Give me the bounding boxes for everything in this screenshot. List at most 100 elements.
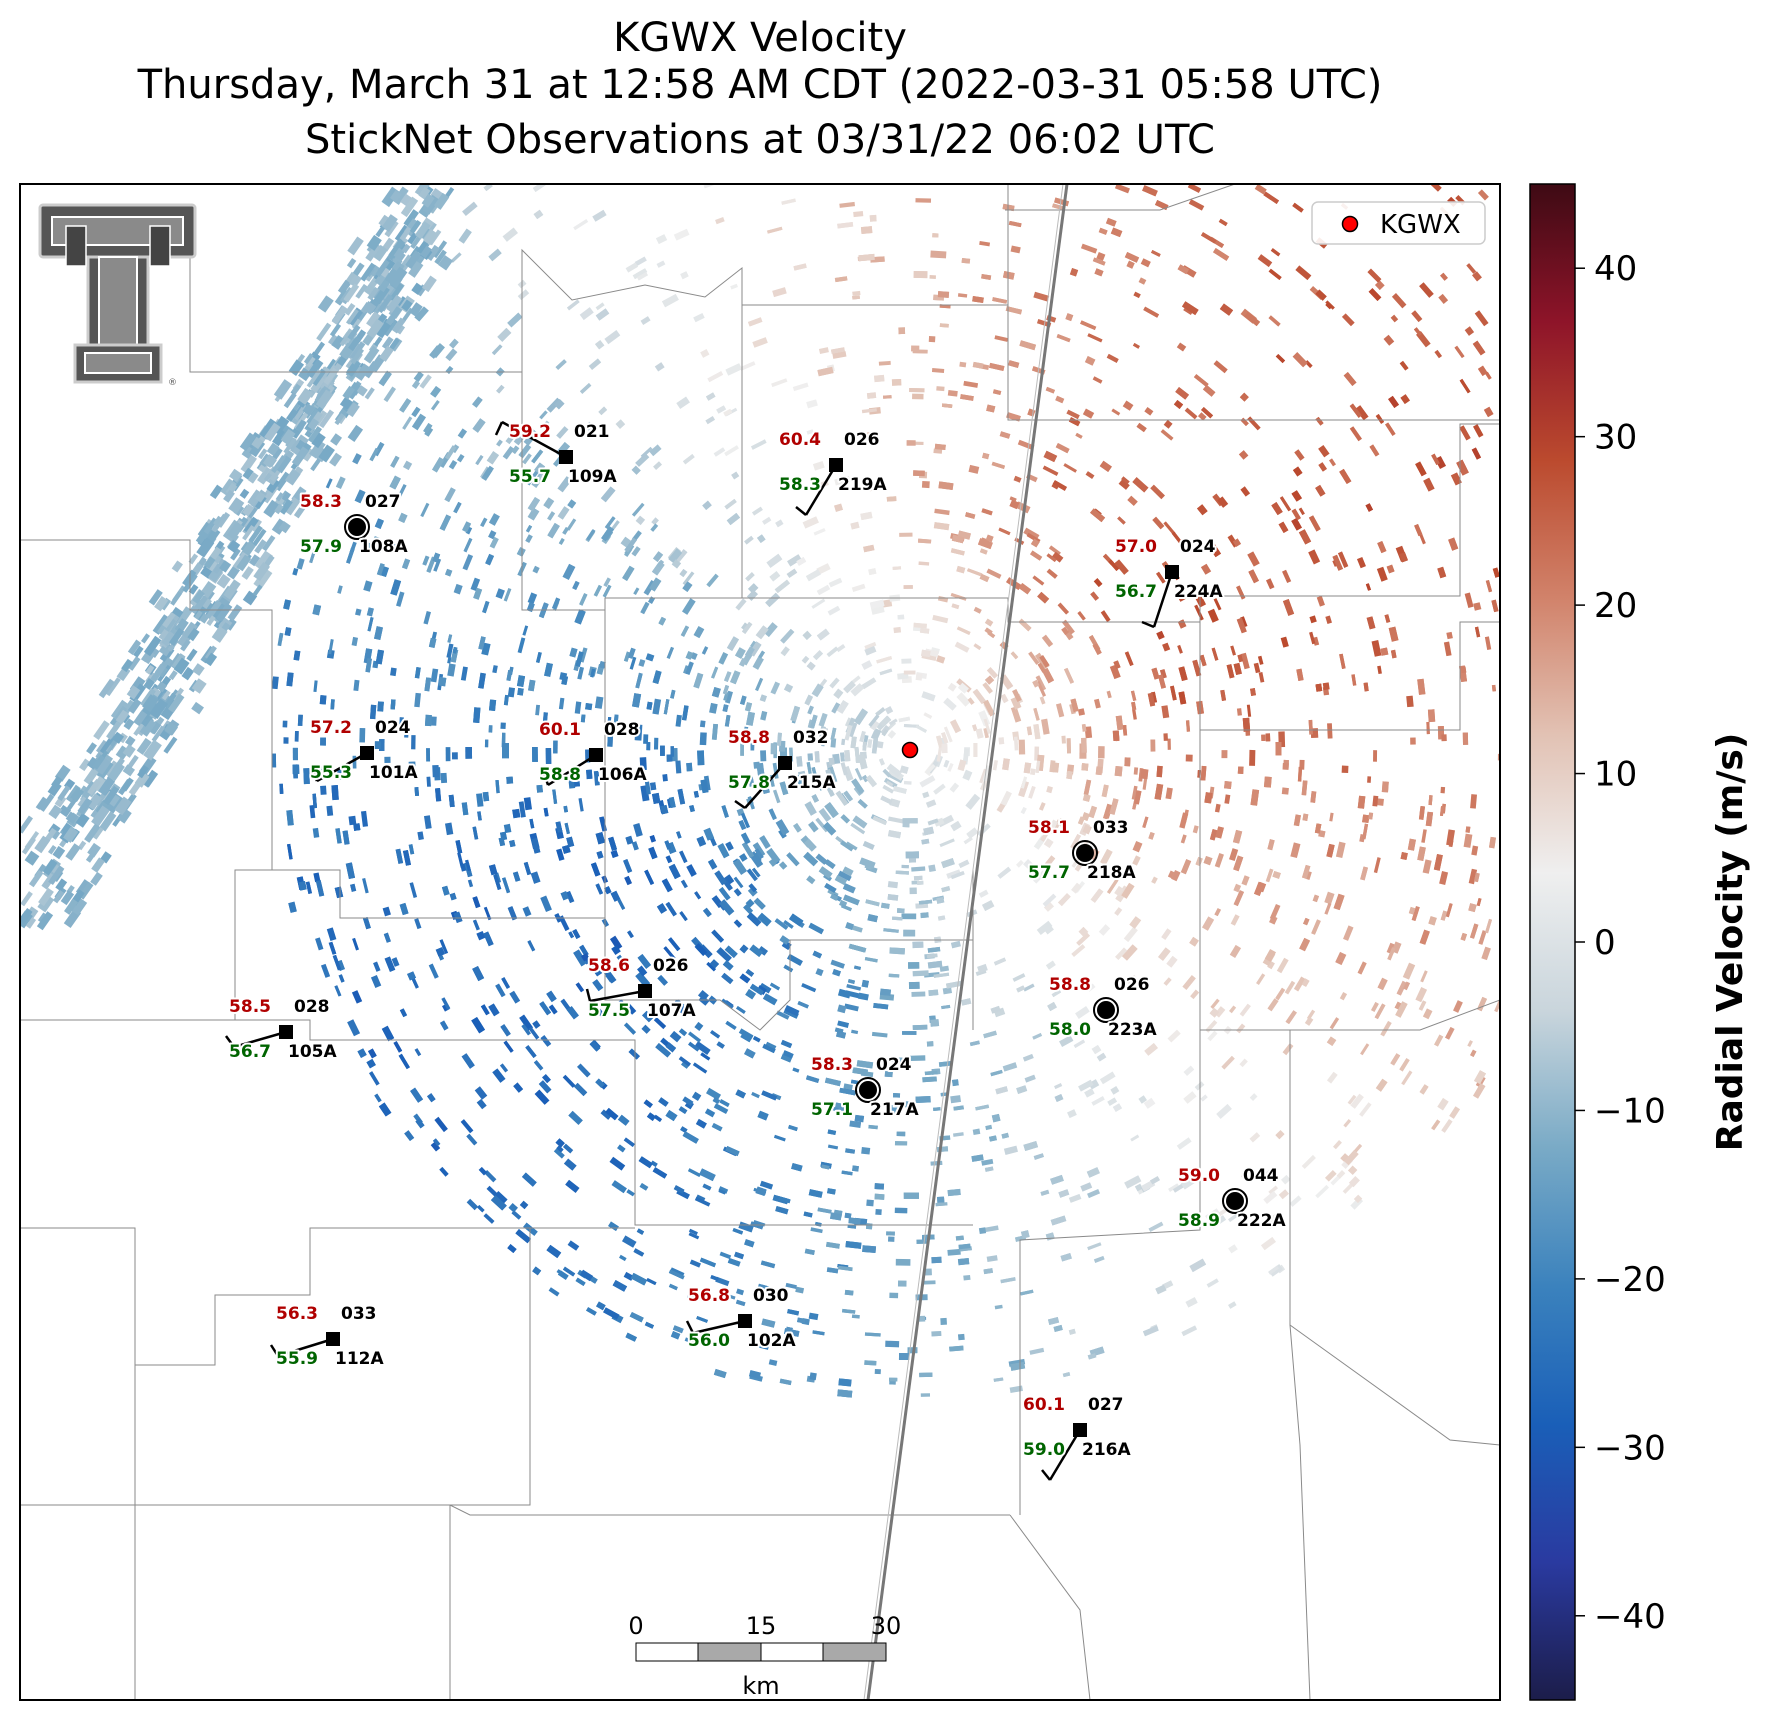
station-wind-speed: 028 — [604, 720, 640, 740]
station-marker-icon — [279, 1025, 293, 1039]
station-temperature: 59.2 — [509, 422, 551, 442]
scale-tick-2: 30 — [871, 1612, 902, 1640]
wind-barb-icon — [547, 753, 597, 787]
station-112A: 56.3 033 55.9 112A — [269, 1302, 386, 1371]
title-line-3: StickNet Observations at 03/31/22 06:02 … — [305, 117, 1215, 163]
station-marker-icon — [1073, 1423, 1087, 1437]
station-222A: 59.0 044 58.9 222A — [1176, 1164, 1288, 1233]
wind-barb-icon — [589, 989, 646, 1003]
map-frame — [19, 183, 1501, 1701]
station-id: 218A — [1087, 863, 1136, 883]
station-temperature: 60.1 — [539, 720, 581, 740]
station-dewpoint: 58.8 — [539, 765, 581, 785]
station-marker-icon — [738, 1314, 752, 1328]
station-id: 215A — [787, 773, 836, 793]
texas-tech-logo-icon: ® — [38, 203, 197, 388]
colorbar-tick-label: −20 — [1594, 1260, 1666, 1300]
station-marker-icon — [559, 450, 573, 464]
calm-wind-icon — [344, 514, 370, 540]
colorbar-tick-label: 10 — [1594, 755, 1637, 795]
station-id: 217A — [870, 1100, 919, 1120]
station-id: 109A — [568, 467, 617, 487]
station-marker-icon — [1226, 1192, 1244, 1210]
station-215A: 58.8 032 57.8 215A — [726, 726, 838, 810]
radar-site-marker — [898, 738, 922, 762]
station-109A: 59.2 021 55.7 109A — [494, 420, 619, 489]
calm-wind-icon — [1222, 1188, 1248, 1214]
colorbar-tick-label: 0 — [1594, 923, 1616, 963]
calm-wind-icon — [1093, 997, 1119, 1023]
calm-wind-icon — [1072, 840, 1098, 866]
station-marker-icon — [1097, 1001, 1115, 1019]
colorbar-tick-label: −40 — [1594, 1597, 1666, 1637]
station-dewpoint: 57.7 — [1028, 863, 1070, 883]
colorbar — [1529, 183, 1576, 1701]
station-dewpoint: 55.9 — [276, 1349, 318, 1369]
wind-barb-icon — [804, 464, 838, 516]
station-id: 223A — [1108, 1020, 1157, 1040]
station-wind-speed: 026 — [844, 430, 880, 450]
station-102A: 56.8 030 56.0 102A — [685, 1284, 798, 1353]
station-wind-speed: 024 — [375, 718, 411, 738]
station-wind-speed: 044 — [1243, 1166, 1279, 1186]
svg-text:®: ® — [168, 378, 177, 388]
station-wind-speed: 026 — [1114, 975, 1150, 995]
calm-wind-icon — [855, 1077, 881, 1103]
wind-barb-icon — [277, 1337, 334, 1358]
station-dewpoint: 59.0 — [1023, 1440, 1065, 1460]
radar-velocity-field — [20, 184, 1500, 1398]
station-wind-speed: 030 — [753, 1286, 789, 1306]
scale-bar: 0 15 30 km — [628, 1612, 901, 1700]
colorbar-tick-label: 40 — [1594, 249, 1637, 289]
station-temperature: 60.1 — [1023, 1395, 1065, 1415]
station-marker-icon — [589, 748, 603, 762]
station-temperature: 59.0 — [1178, 1166, 1220, 1186]
station-dewpoint: 58.3 — [779, 475, 821, 495]
title-line-1: KGWX Velocity — [613, 15, 907, 61]
station-id: 224A — [1174, 582, 1223, 602]
legend: KGWX — [1311, 201, 1486, 245]
station-wind-speed: 024 — [876, 1055, 912, 1075]
wind-barb-icon — [1048, 1429, 1082, 1481]
station-107A: 58.6 026 57.5 107A — [585, 954, 698, 1023]
wind-barb-icon — [744, 762, 786, 809]
state-boundary-line — [866, 184, 1069, 1700]
station-106A: 60.1 028 58.8 106A — [537, 718, 649, 787]
station-wind-speed: 024 — [1180, 537, 1216, 557]
wind-barb-icon — [501, 420, 567, 459]
wind-barb-icon — [1152, 571, 1174, 628]
station-223A: 58.8 026 58.0 223A — [1047, 973, 1159, 1042]
station-id: 107A — [647, 1001, 696, 1021]
map-area — [20, 184, 1500, 1700]
title-line-2: Thursday, March 31 at 12:58 AM CDT (2022… — [137, 62, 1383, 108]
colorbar-tick-label: −10 — [1594, 1091, 1666, 1131]
station-marker-icon — [360, 746, 374, 760]
station-id: 106A — [598, 765, 647, 785]
station-id: 112A — [335, 1349, 384, 1369]
station-wind-speed: 026 — [653, 956, 689, 976]
scale-tick-0: 0 — [628, 1612, 643, 1640]
station-108A: 58.3 027 57.9 108A — [298, 490, 410, 559]
station-temperature: 58.6 — [588, 956, 630, 976]
station-marker-icon — [778, 756, 792, 770]
county-boundaries — [20, 184, 1500, 1700]
wind-barb-icon — [233, 1030, 287, 1049]
station-temperature: 58.5 — [229, 997, 271, 1017]
station-216A: 60.1 027 59.0 216A — [1021, 1393, 1133, 1481]
station-temperature: 57.2 — [310, 718, 352, 738]
station-marker-icon — [1076, 844, 1094, 862]
station-temperature: 56.3 — [276, 1304, 318, 1324]
colorbar-title: Radial Velocity (m/s) — [1710, 733, 1751, 1152]
station-marker-icon — [859, 1081, 877, 1099]
station-temperature: 58.3 — [300, 492, 342, 512]
station-dewpoint: 56.7 — [1115, 582, 1157, 602]
station-temperature: 58.1 — [1028, 818, 1070, 838]
station-dewpoint: 57.8 — [728, 773, 770, 793]
colorbar-tick-label: 30 — [1594, 418, 1637, 458]
station-dewpoint: 55.7 — [509, 467, 551, 487]
station-105A: 58.5 028 56.7 105A — [224, 995, 339, 1064]
station-marker-icon — [326, 1332, 340, 1346]
station-dewpoint: 56.0 — [688, 1331, 730, 1351]
